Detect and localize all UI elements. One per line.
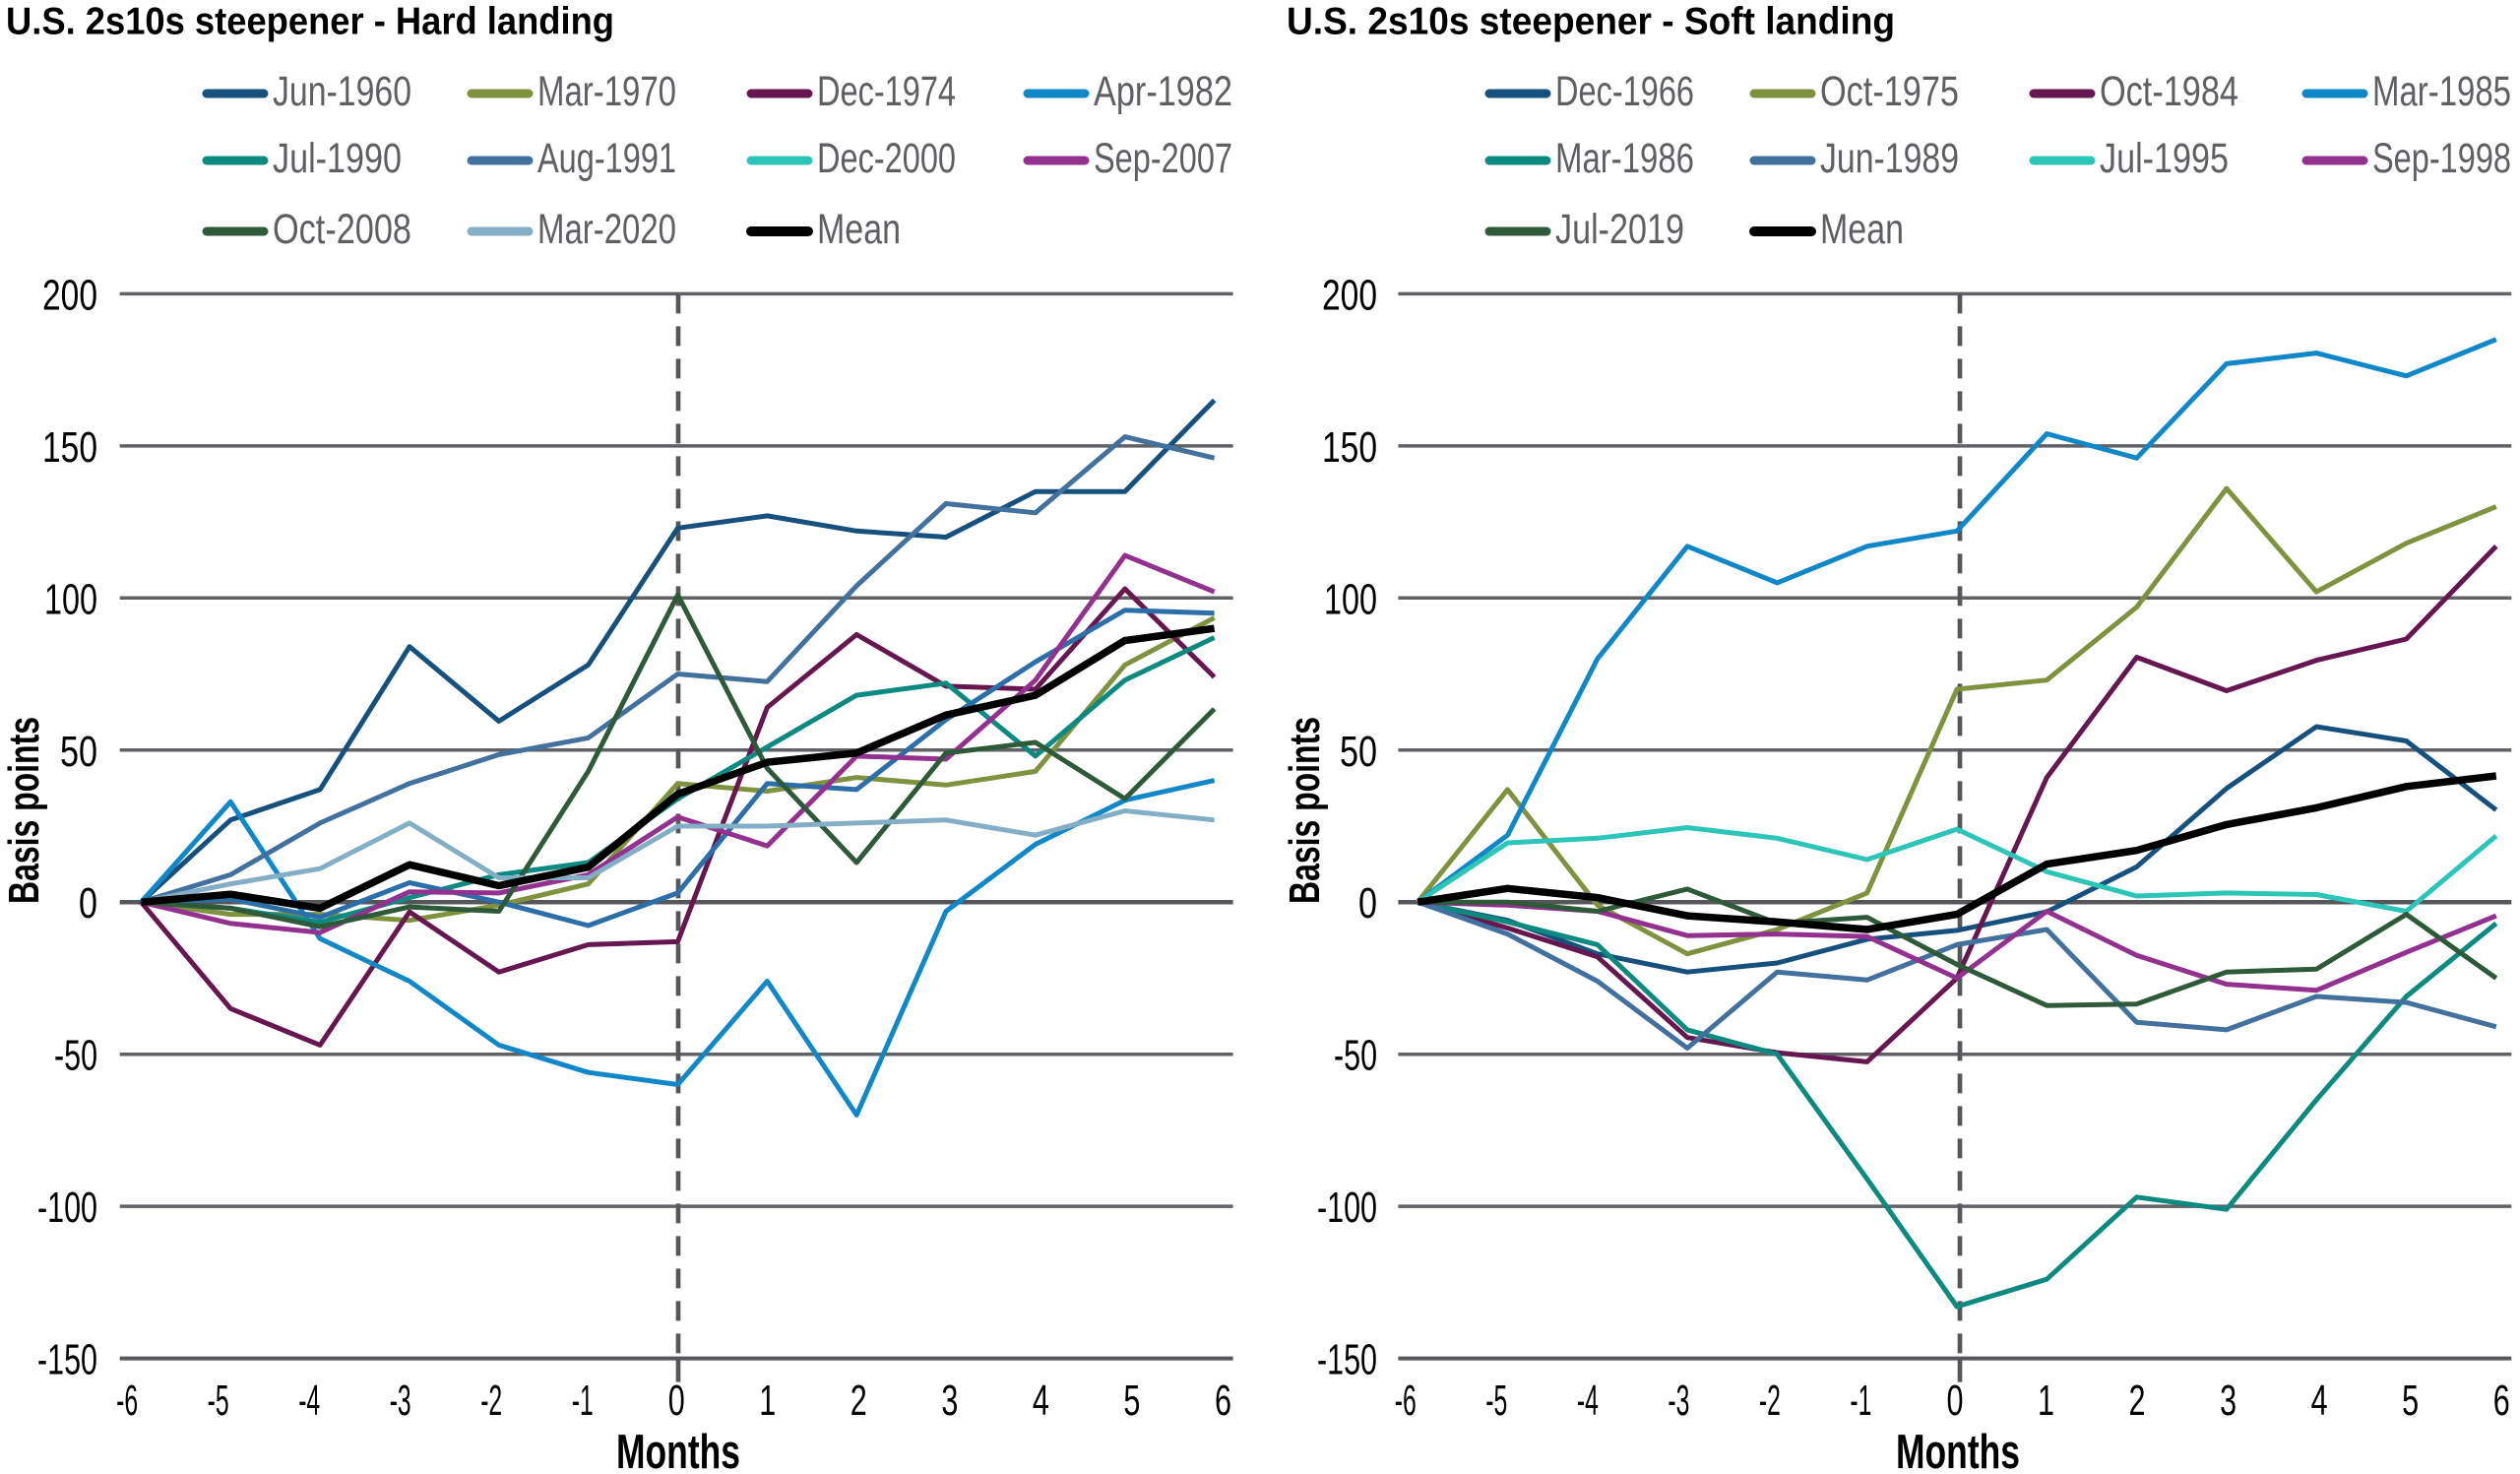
svg-text:-5: -5 [208, 1377, 229, 1425]
svg-text:100: 100 [1324, 575, 1377, 623]
svg-text:Sep-1998: Sep-1998 [2372, 135, 2511, 182]
svg-text:-6: -6 [1395, 1377, 1417, 1425]
svg-text:Mean: Mean [817, 206, 901, 253]
svg-text:-100: -100 [1317, 1184, 1377, 1232]
svg-text:Dec-1966: Dec-1966 [1555, 68, 1694, 115]
svg-text:-3: -3 [390, 1377, 411, 1425]
svg-text:150: 150 [42, 423, 97, 472]
svg-text:Mar-1985: Mar-1985 [2372, 68, 2511, 115]
svg-text:Dec-1974: Dec-1974 [817, 68, 956, 115]
svg-text:-4: -4 [298, 1377, 320, 1425]
svg-text:-1: -1 [572, 1377, 594, 1425]
svg-text:100: 100 [44, 575, 97, 623]
svg-text:-2: -2 [1759, 1377, 1781, 1425]
svg-text:3: 3 [2220, 1377, 2236, 1425]
svg-text:-50: -50 [54, 1032, 97, 1080]
svg-text:Oct-2008: Oct-2008 [273, 206, 411, 253]
svg-text:Months: Months [1896, 1426, 2020, 1474]
svg-text:0: 0 [1947, 1377, 1964, 1425]
svg-text:5: 5 [2402, 1377, 2419, 1425]
svg-text:Apr-1982: Apr-1982 [1094, 68, 1232, 115]
svg-text:Sep-2007: Sep-2007 [1094, 135, 1232, 182]
svg-text:U.S. 2s10s steepener - Soft la: U.S. 2s10s steepener - Soft landing [1287, 1, 1895, 43]
svg-text:Jul-1990: Jul-1990 [273, 135, 402, 182]
svg-text:Mar-1970: Mar-1970 [537, 68, 676, 115]
svg-text:-5: -5 [1485, 1377, 1507, 1425]
svg-text:-3: -3 [1668, 1377, 1689, 1425]
svg-text:1: 1 [2038, 1377, 2054, 1425]
svg-text:-150: -150 [1317, 1336, 1377, 1384]
svg-text:0: 0 [79, 879, 97, 928]
svg-text:6: 6 [1215, 1377, 1231, 1425]
svg-text:0: 0 [1358, 879, 1377, 928]
svg-text:4: 4 [1033, 1377, 1049, 1425]
svg-text:-150: -150 [37, 1336, 97, 1384]
svg-text:Mar-2020: Mar-2020 [537, 206, 676, 253]
svg-text:-50: -50 [1334, 1032, 1377, 1080]
svg-text:1: 1 [759, 1377, 776, 1425]
svg-text:200: 200 [42, 271, 97, 319]
svg-text:U.S. 2s10s steepener - Hard la: U.S. 2s10s steepener - Hard landing [6, 1, 614, 43]
svg-text:Jun-1989: Jun-1989 [1820, 135, 1959, 182]
svg-text:Oct-1984: Oct-1984 [2100, 68, 2238, 115]
svg-text:6: 6 [2493, 1377, 2510, 1425]
svg-text:2: 2 [2129, 1377, 2146, 1425]
svg-text:-4: -4 [1577, 1377, 1599, 1425]
svg-text:50: 50 [1340, 728, 1377, 776]
svg-text:-1: -1 [1850, 1377, 1871, 1425]
svg-text:Mar-1986: Mar-1986 [1555, 135, 1694, 182]
svg-text:0: 0 [668, 1377, 685, 1425]
svg-text:Basis points: Basis points [0, 717, 48, 904]
svg-text:Dec-2000: Dec-2000 [817, 135, 956, 182]
svg-text:-2: -2 [480, 1377, 502, 1425]
svg-text:Mean: Mean [1820, 206, 1904, 253]
svg-text:Jul-2019: Jul-2019 [1555, 206, 1684, 253]
svg-text:-6: -6 [116, 1377, 138, 1425]
svg-text:-100: -100 [37, 1184, 97, 1232]
svg-text:4: 4 [2311, 1377, 2328, 1425]
svg-text:5: 5 [1123, 1377, 1140, 1425]
svg-text:Aug-1991: Aug-1991 [537, 135, 676, 182]
svg-text:2: 2 [850, 1377, 867, 1425]
svg-text:Jun-1960: Jun-1960 [273, 68, 411, 115]
svg-text:50: 50 [60, 728, 97, 776]
svg-text:Basis points: Basis points [1281, 717, 1329, 904]
svg-text:Oct-1975: Oct-1975 [1820, 68, 1959, 115]
svg-text:Jul-1995: Jul-1995 [2100, 135, 2229, 182]
svg-text:150: 150 [1322, 423, 1377, 472]
svg-text:3: 3 [941, 1377, 958, 1425]
svg-text:Months: Months [616, 1426, 740, 1474]
svg-text:200: 200 [1322, 271, 1377, 319]
